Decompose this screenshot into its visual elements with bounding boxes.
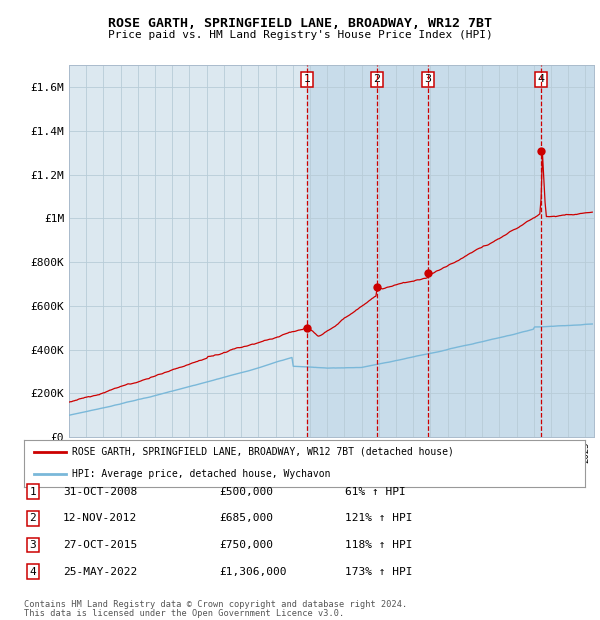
Text: 1: 1 bbox=[29, 487, 37, 497]
Text: 27-OCT-2015: 27-OCT-2015 bbox=[63, 540, 137, 550]
Text: £500,000: £500,000 bbox=[219, 487, 273, 497]
Text: 121% ↑ HPI: 121% ↑ HPI bbox=[345, 513, 413, 523]
Text: 4: 4 bbox=[29, 567, 37, 577]
Text: 61% ↑ HPI: 61% ↑ HPI bbox=[345, 487, 406, 497]
Text: ROSE GARTH, SPRINGFIELD LANE, BROADWAY, WR12 7BT: ROSE GARTH, SPRINGFIELD LANE, BROADWAY, … bbox=[108, 17, 492, 30]
Text: 118% ↑ HPI: 118% ↑ HPI bbox=[345, 540, 413, 550]
Text: 2: 2 bbox=[29, 513, 37, 523]
Text: 3: 3 bbox=[29, 540, 37, 550]
Text: 25-MAY-2022: 25-MAY-2022 bbox=[63, 567, 137, 577]
Text: ROSE GARTH, SPRINGFIELD LANE, BROADWAY, WR12 7BT (detached house): ROSE GARTH, SPRINGFIELD LANE, BROADWAY, … bbox=[71, 447, 454, 457]
Text: Price paid vs. HM Land Registry's House Price Index (HPI): Price paid vs. HM Land Registry's House … bbox=[107, 30, 493, 40]
Text: This data is licensed under the Open Government Licence v3.0.: This data is licensed under the Open Gov… bbox=[24, 608, 344, 618]
Text: £750,000: £750,000 bbox=[219, 540, 273, 550]
Text: Contains HM Land Registry data © Crown copyright and database right 2024.: Contains HM Land Registry data © Crown c… bbox=[24, 600, 407, 609]
Text: HPI: Average price, detached house, Wychavon: HPI: Average price, detached house, Wych… bbox=[71, 469, 330, 479]
Text: 4: 4 bbox=[537, 74, 544, 84]
Text: 173% ↑ HPI: 173% ↑ HPI bbox=[345, 567, 413, 577]
Text: £685,000: £685,000 bbox=[219, 513, 273, 523]
Text: 31-OCT-2008: 31-OCT-2008 bbox=[63, 487, 137, 497]
Text: 2: 2 bbox=[373, 74, 380, 84]
Bar bbox=[307, 65, 594, 437]
Text: 3: 3 bbox=[424, 74, 431, 84]
Text: 12-NOV-2012: 12-NOV-2012 bbox=[63, 513, 137, 523]
Text: £1,306,000: £1,306,000 bbox=[219, 567, 287, 577]
Text: 1: 1 bbox=[304, 74, 311, 84]
